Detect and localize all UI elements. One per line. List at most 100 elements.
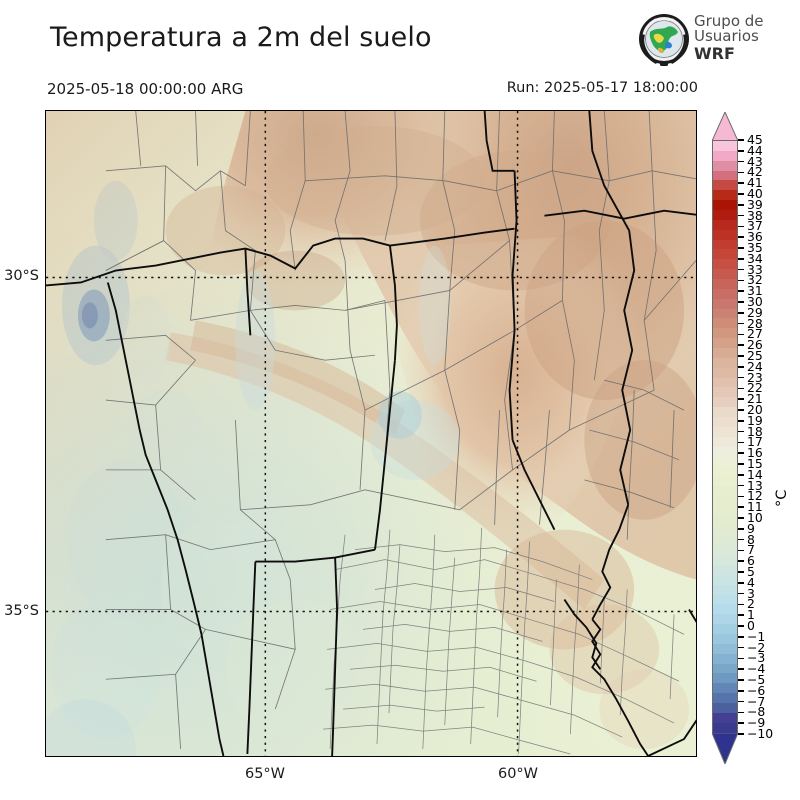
colorbar-tick-mark	[738, 474, 744, 476]
globe-emblem-icon: GRUPO WRF	[639, 14, 689, 66]
colorbar-segment	[713, 456, 737, 467]
colorbar-tick-mark	[738, 376, 744, 379]
colorbar-segment	[713, 407, 737, 418]
colorbar-tick-mark	[738, 549, 744, 552]
colorbar-tick-mark	[738, 160, 744, 163]
colorbar-tick-mark	[738, 301, 744, 303]
colorbar-tick-mark	[738, 679, 744, 681]
colorbar-segment	[713, 673, 737, 684]
colorbar-tick-label: −10	[747, 725, 774, 741]
colorbar-segment	[713, 486, 737, 496]
temperature-raster	[46, 111, 696, 756]
colorbar-segment	[713, 259, 737, 270]
colorbar-segment	[713, 555, 737, 565]
colorbar-tick-label: 42	[747, 164, 763, 180]
colorbar-tick-mark	[738, 636, 744, 638]
colorbar-segment	[713, 476, 737, 487]
colorbar-tick-mark	[738, 452, 744, 454]
colorbar-tick-mark	[738, 722, 744, 724]
colorbar-segment	[713, 279, 737, 289]
colorbar-tick-mark	[738, 214, 744, 217]
colorbar-tick-label: 24	[747, 358, 763, 374]
colorbar-segment	[713, 545, 737, 556]
colorbar-segment	[713, 535, 737, 546]
colorbar-segment	[713, 604, 737, 615]
logo-line-1: Grupo de	[694, 12, 764, 30]
colorbar-tick-mark	[738, 646, 744, 649]
colorbar-tick-label: 21	[747, 390, 763, 406]
colorbar-tick-mark	[738, 506, 744, 508]
colorbar-tick-mark	[738, 225, 744, 228]
colorbar-tick-label: 32	[747, 272, 763, 288]
colorbar-tick-mark	[738, 430, 744, 433]
colorbar-segment	[713, 308, 737, 319]
colorbar-tick-mark	[738, 247, 744, 249]
colorbar-segment	[713, 417, 737, 427]
colorbar-tick-mark	[738, 290, 744, 292]
colorbar-tick-label: 33	[747, 261, 763, 277]
colorbar-ticks: 45 44 43 42 41 40 39 38 37 36 35 34 33 32 31 30 29 28 27 26…	[738, 112, 798, 772]
colorbar-segment	[713, 653, 737, 664]
colorbar-tick-mark	[738, 279, 744, 282]
colorbar-tick-mark	[738, 312, 744, 314]
logo-line-2: Usuarios	[694, 27, 759, 46]
colorbar-segment	[713, 249, 737, 260]
colorbar-segment	[713, 574, 737, 585]
colorbar-tick-label: −3	[747, 650, 766, 666]
colorbar-tick-mark	[738, 139, 744, 141]
colorbar-tick-mark	[738, 614, 744, 616]
colorbar-tick-label: 41	[747, 174, 763, 190]
colorbar-tick-label: 34	[747, 250, 763, 266]
colorbar: 45 44 43 42 41 40 39 38 37 36 35 34 33 32 31 30 29 28 27 26…	[706, 112, 800, 772]
colorbar-tick-label: 1	[747, 606, 755, 622]
colorbar-tick-label: 30	[747, 293, 763, 309]
colorbar-tick-label: 0	[747, 617, 755, 633]
latitude-tick-label: 30°S	[4, 268, 39, 284]
colorbar-tick-mark	[738, 560, 744, 562]
colorbar-gradient	[712, 140, 738, 734]
colorbar-tick-label: 27	[747, 326, 763, 342]
colorbar-tick-label: 12	[747, 488, 763, 504]
colorbar-tick-mark	[738, 603, 744, 606]
colorbar-tick-mark	[738, 355, 744, 357]
colorbar-tick-mark	[738, 441, 744, 444]
colorbar-segment	[713, 387, 737, 398]
colorbar-segment	[713, 614, 737, 625]
colorbar-tick-label: 40	[747, 185, 763, 201]
colorbar-segment	[713, 348, 737, 358]
colorbar-segment	[713, 397, 737, 408]
colorbar-tick-label: 22	[747, 380, 763, 396]
colorbar-segment	[713, 239, 737, 250]
colorbar-segment	[713, 180, 737, 191]
colorbar-tick-mark	[738, 592, 744, 595]
colorbar-tick-label: −8	[747, 704, 766, 720]
colorbar-segment	[713, 564, 737, 575]
colorbar-segment	[713, 377, 737, 388]
colorbar-segment	[713, 269, 737, 280]
colorbar-tick-mark	[738, 420, 744, 422]
colorbar-tick-label: 28	[747, 315, 763, 331]
valid-time-label: 2025-05-18 00:00:00 ARG	[47, 80, 244, 98]
wrf-user-group-logo: GRUPO WRF Grupo de Usuarios WRF	[628, 12, 800, 70]
map-panel[interactable]	[45, 110, 697, 757]
run-time-label: Run: 2025-05-17 18:00:00	[506, 80, 698, 96]
colorbar-tick-label: 6	[747, 552, 755, 568]
colorbar-tick-mark	[738, 571, 744, 573]
colorbar-tick-mark	[738, 625, 744, 627]
colorbar-segment	[713, 594, 737, 605]
colorbar-tick-mark	[738, 733, 744, 735]
colorbar-tick-label: −6	[747, 682, 766, 698]
colorbar-segment	[713, 338, 737, 349]
colorbar-tick-label: 8	[747, 531, 755, 547]
colorbar-segment	[713, 702, 737, 713]
colorbar-segment	[713, 683, 737, 694]
colorbar-tick-mark	[738, 193, 744, 195]
colorbar-tick-mark	[738, 387, 744, 390]
colorbar-tick-label: 10	[747, 509, 763, 525]
colorbar-tick-label: −9	[747, 714, 766, 730]
colorbar-tick-label: 15	[747, 455, 763, 471]
colorbar-tick-mark	[738, 344, 744, 346]
logo-line-3: WRF	[694, 43, 735, 63]
colorbar-segment	[713, 298, 737, 309]
svg-text:GRUPO WRF: GRUPO WRF	[654, 18, 674, 22]
